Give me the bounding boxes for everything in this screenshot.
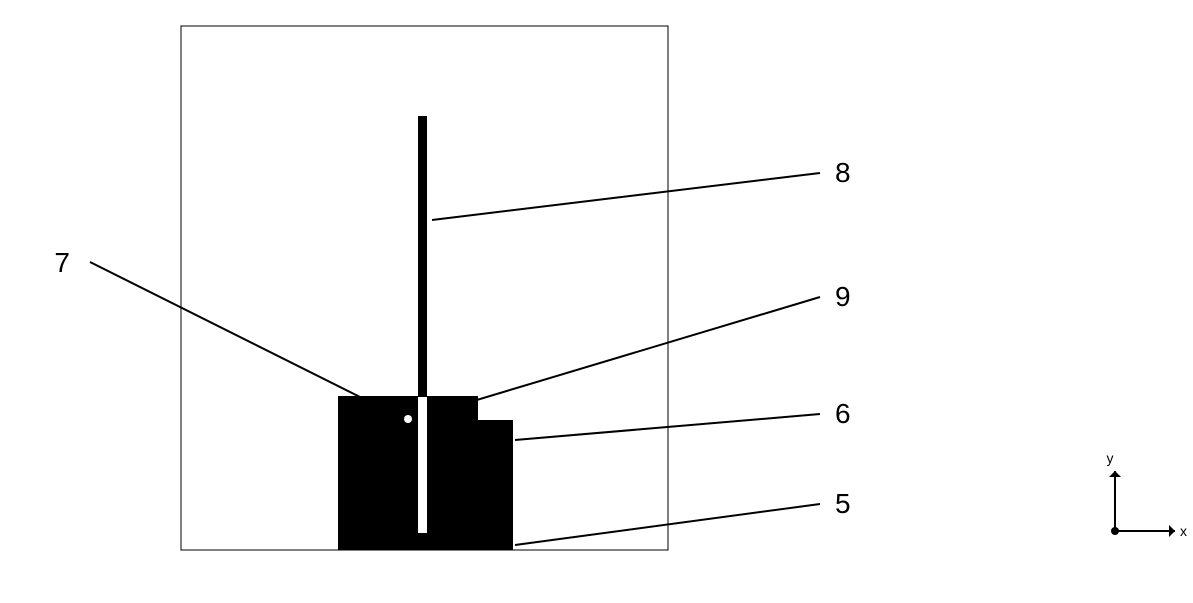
label-5: 5	[835, 488, 851, 519]
y-axis-label: y	[1107, 450, 1114, 466]
x-axis-label: x	[1180, 523, 1187, 539]
label-7: 7	[54, 247, 70, 278]
label-6: 6	[835, 398, 851, 429]
inner-slit	[418, 397, 427, 533]
white-dot	[404, 415, 412, 423]
label-9: 9	[835, 281, 851, 312]
label-8: 8	[835, 157, 851, 188]
